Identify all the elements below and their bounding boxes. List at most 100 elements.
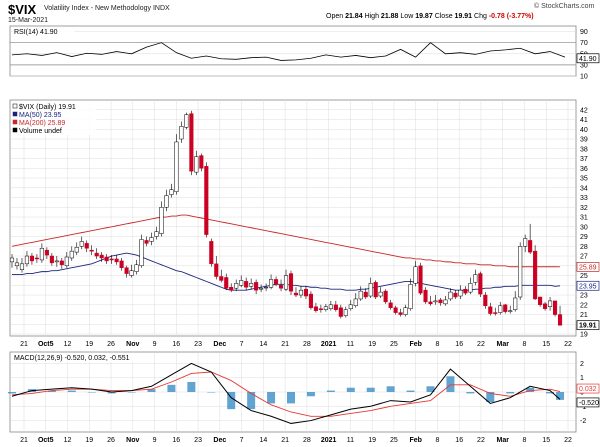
candle-body [214, 263, 219, 277]
candle-body [229, 286, 234, 291]
date-tick-label-bottom: Feb [409, 437, 421, 444]
candle-body [209, 241, 214, 265]
price-tick-label: 42 [580, 107, 588, 114]
macd-histogram-bar [506, 392, 515, 394]
macd-histogram-bar [366, 387, 375, 392]
price-tag-label: 19.91 [579, 323, 597, 330]
candle-body [373, 282, 378, 298]
price-legend-item: MA(50) 23.95 [19, 112, 62, 119]
candle-body [239, 280, 244, 286]
candle-body [353, 298, 358, 307]
date-tick-label-bottom: 28 [303, 437, 311, 444]
date-tick-label-bottom: 8 [435, 437, 439, 444]
candle-body [458, 289, 463, 297]
date-tick-label: 28 [303, 341, 311, 348]
date-tick-label: Oct5 [38, 341, 54, 348]
macd-histogram-bar [107, 392, 116, 394]
date-tick-label-bottom: 7 [240, 437, 244, 444]
date-tick-label: 19 [85, 341, 93, 348]
candle-body [503, 304, 508, 312]
candle-body [9, 257, 15, 263]
date-tick-label-bottom: 26 [107, 437, 115, 444]
price-frame [9, 99, 577, 337]
price-legend-item: $VIX (Daily) 19.91 [19, 104, 76, 111]
macd-tick-label: 2 [580, 361, 584, 368]
candle-body [199, 155, 204, 169]
candle-body [274, 279, 279, 285]
candle-body [508, 310, 513, 312]
candle-body [338, 307, 343, 317]
candle-body [423, 289, 428, 303]
quote-summary: Open 21.84 High 21.88 Low 19.87 Close 19… [326, 13, 534, 20]
date-tick-label-bottom: 21 [20, 437, 28, 444]
macd-tag-box [576, 397, 600, 408]
candle-body [104, 256, 109, 262]
price-tag-box [576, 320, 600, 331]
candle-body [453, 292, 458, 298]
open-value: 21.84 [345, 13, 363, 20]
price-tick-label: 36 [580, 166, 588, 173]
candle-body [448, 291, 453, 300]
candle-body [259, 287, 264, 290]
candle-body [528, 240, 533, 253]
date-tick-label: 2021 [321, 341, 337, 348]
macd-histogram-bar [167, 384, 176, 392]
candle-body [149, 237, 154, 242]
candle-body [483, 294, 488, 307]
macd-histogram-bar [326, 390, 335, 392]
candle-body [69, 250, 74, 259]
candle-body [323, 306, 328, 310]
candle-body [358, 290, 363, 300]
candle-body [478, 273, 483, 295]
candle-body [383, 290, 388, 303]
macd-histogram-bar [386, 386, 395, 392]
rsi-tick-label: 70 [580, 40, 588, 47]
date-tick-label: 7 [240, 341, 244, 348]
date-tick-label-bottom: 19 [85, 437, 93, 444]
macd-histogram-bar [147, 389, 156, 392]
candle-body [159, 207, 164, 234]
macd-histogram-bar [287, 392, 295, 404]
candle-body [557, 314, 563, 326]
date-tick-label: 15 [542, 341, 550, 348]
rsi-legend-bg [13, 27, 75, 36]
macd-histogram-bar [486, 392, 495, 402]
candle-body [513, 297, 518, 310]
price-tick-label: 25 [580, 273, 588, 280]
price-tick-label: 32 [580, 205, 588, 212]
date-tick-label: 21 [281, 341, 289, 348]
date-tick-label: 14 [259, 341, 267, 348]
candle-body [278, 285, 284, 289]
date-tick-label: 8 [523, 341, 527, 348]
candle-body [29, 255, 34, 262]
date-tick-label: 12 [64, 341, 72, 348]
candle-body [179, 126, 184, 140]
candle-body [269, 279, 274, 288]
macd-histogram-bar [187, 382, 196, 392]
macd-tick-label: 1 [580, 375, 584, 382]
candle-body [463, 288, 468, 294]
candle-body [498, 305, 503, 313]
macd-line [11, 362, 561, 424]
date-tick-label-bottom: 15 [542, 437, 550, 444]
candle-body [378, 291, 383, 297]
date-tick-label: 23 [194, 341, 202, 348]
price-tick-label: 40 [580, 127, 588, 134]
macd-histogram-bar [466, 392, 475, 394]
date-tick-label-bottom: 12 [64, 437, 72, 444]
price-tick-label: 29 [580, 234, 588, 241]
rsi-legend: RSI(14) 41.90 [14, 29, 58, 36]
date-tick-label-bottom: 8 [523, 437, 527, 444]
price-legend-bg [12, 101, 96, 135]
date-axis: 21 Oct5 12 19 26 Nov 9 16 23 Dec 7 14 21 28 2021 11 19 25… [20, 341, 572, 348]
price-tick-label: 27 [580, 254, 588, 261]
candle-body [264, 286, 269, 289]
candle-body [79, 241, 84, 247]
macd-histogram-bar [87, 392, 96, 393]
candle-body [39, 247, 44, 261]
candle-body [523, 238, 528, 247]
high-label: High [364, 13, 379, 20]
rsi-tick-label: 30 [580, 62, 588, 69]
candle-body [543, 303, 548, 309]
candle-body [109, 258, 114, 261]
